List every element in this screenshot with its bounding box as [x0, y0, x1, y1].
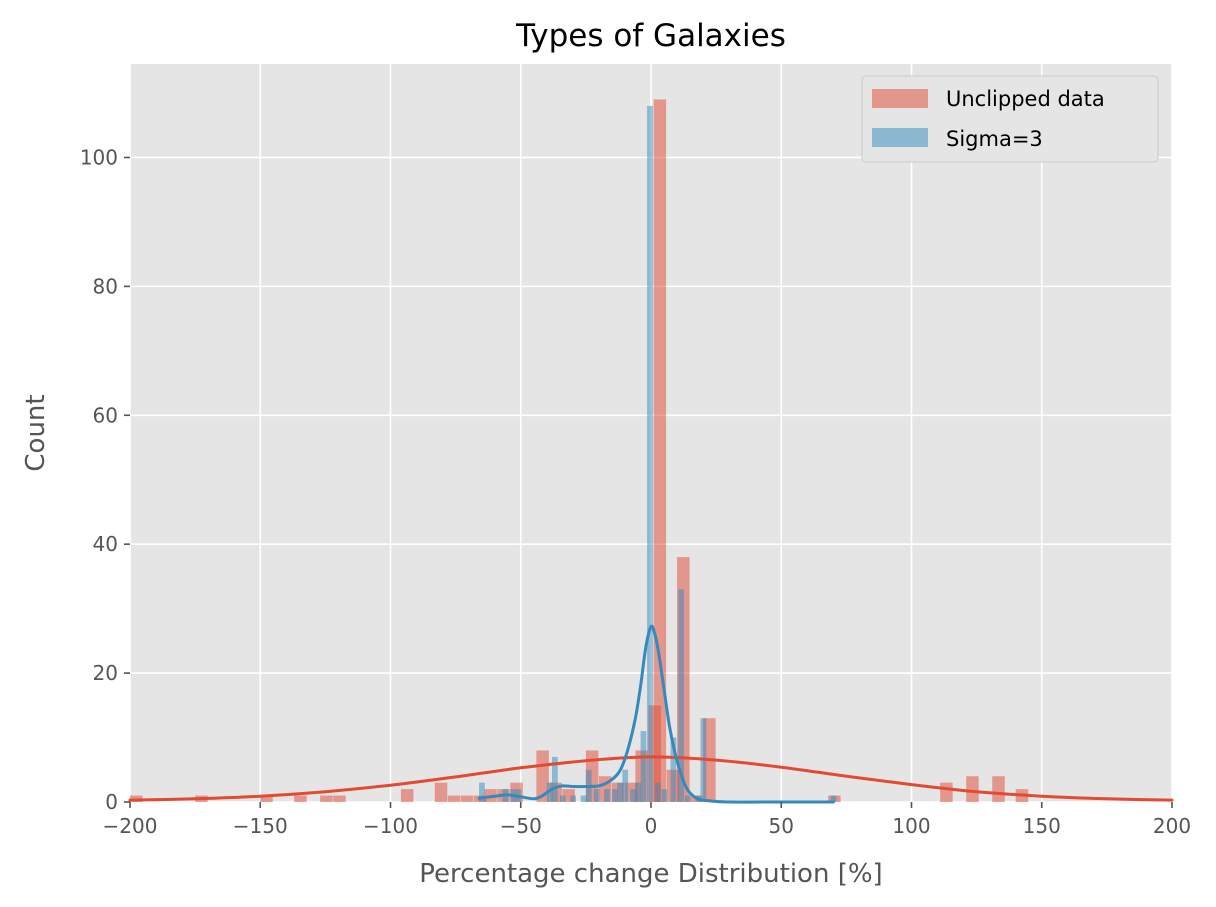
unclipped-bar	[940, 782, 953, 802]
y-tick-label: 100	[80, 145, 118, 169]
sigma-kde-curve	[477, 624, 835, 804]
y-tick-label: 0	[105, 790, 118, 814]
sigma-bar	[640, 731, 647, 802]
sigma-bar	[684, 795, 691, 802]
sigma-bar	[630, 789, 636, 802]
sigma-bar	[622, 769, 629, 802]
sigma-bar	[559, 795, 566, 802]
legend-swatch-unclipped	[872, 89, 928, 108]
sigma-bar	[570, 795, 576, 802]
sigma-bar	[479, 782, 485, 802]
unclipped-bar	[992, 776, 1005, 802]
x-axis-label: Percentage change Distribution [%]	[419, 859, 882, 889]
x-tick-label: −100	[363, 814, 418, 838]
x-tick-label: −50	[500, 814, 542, 838]
unclipped-bar	[400, 789, 414, 802]
chart-title: Types of Galaxies	[515, 18, 786, 54]
y-axis-label: Count	[21, 394, 51, 471]
sigma-bar	[670, 737, 677, 802]
sigma-bar	[546, 782, 553, 802]
sigma-bar	[604, 789, 610, 802]
unclipped-bar	[434, 782, 448, 802]
x-tick-label: 200	[1153, 814, 1191, 838]
sigma-bar	[647, 105, 653, 802]
axis-ticks: −200 −150 −100 −50 0 50 100 150 200 0 20 40 60 80 100	[80, 145, 1191, 838]
unclipped-bar	[653, 99, 667, 803]
sigma-bar	[611, 789, 618, 802]
unclipped-bar	[447, 795, 461, 802]
unclipped-bar	[536, 750, 549, 802]
unclipped-bar	[294, 795, 307, 802]
y-tick-label: 60	[93, 403, 118, 427]
legend-swatch-sigma	[872, 128, 928, 147]
y-tick-label: 80	[93, 274, 118, 298]
unclipped-bar	[260, 795, 273, 802]
x-tick-label: 100	[892, 814, 930, 838]
sigma-bar	[678, 589, 685, 802]
x-tick-label: −150	[233, 814, 288, 838]
sigma-bar	[830, 795, 837, 802]
legend-label-sigma: Sigma=3	[946, 127, 1043, 151]
x-tick-label: 0	[645, 814, 658, 838]
legend-label-unclipped: Unclipped data	[946, 87, 1105, 111]
legend: Unclipped data Sigma=3	[861, 75, 1159, 163]
x-tick-label: 150	[1023, 814, 1061, 838]
sigma-bar	[593, 789, 600, 802]
sigma-bar	[654, 782, 661, 802]
sigma-bar	[635, 782, 642, 802]
unclipped-bar	[966, 776, 979, 802]
x-tick-label: 50	[769, 814, 794, 838]
y-tick-label: 40	[93, 532, 118, 556]
unclipped-bar	[460, 795, 474, 802]
x-tick-label: −200	[103, 814, 158, 838]
legend-box	[861, 75, 1159, 163]
unclipped-kde-curve	[128, 755, 1174, 802]
sigma-bar	[580, 795, 587, 802]
kde-curves	[128, 624, 1174, 804]
sigma-bar	[552, 756, 558, 802]
unclipped-bar	[333, 795, 346, 802]
y-tick-label: 20	[93, 661, 118, 685]
sigma-bar	[617, 782, 623, 802]
sigma-bar	[661, 789, 668, 802]
unclipped-bar	[320, 795, 333, 802]
